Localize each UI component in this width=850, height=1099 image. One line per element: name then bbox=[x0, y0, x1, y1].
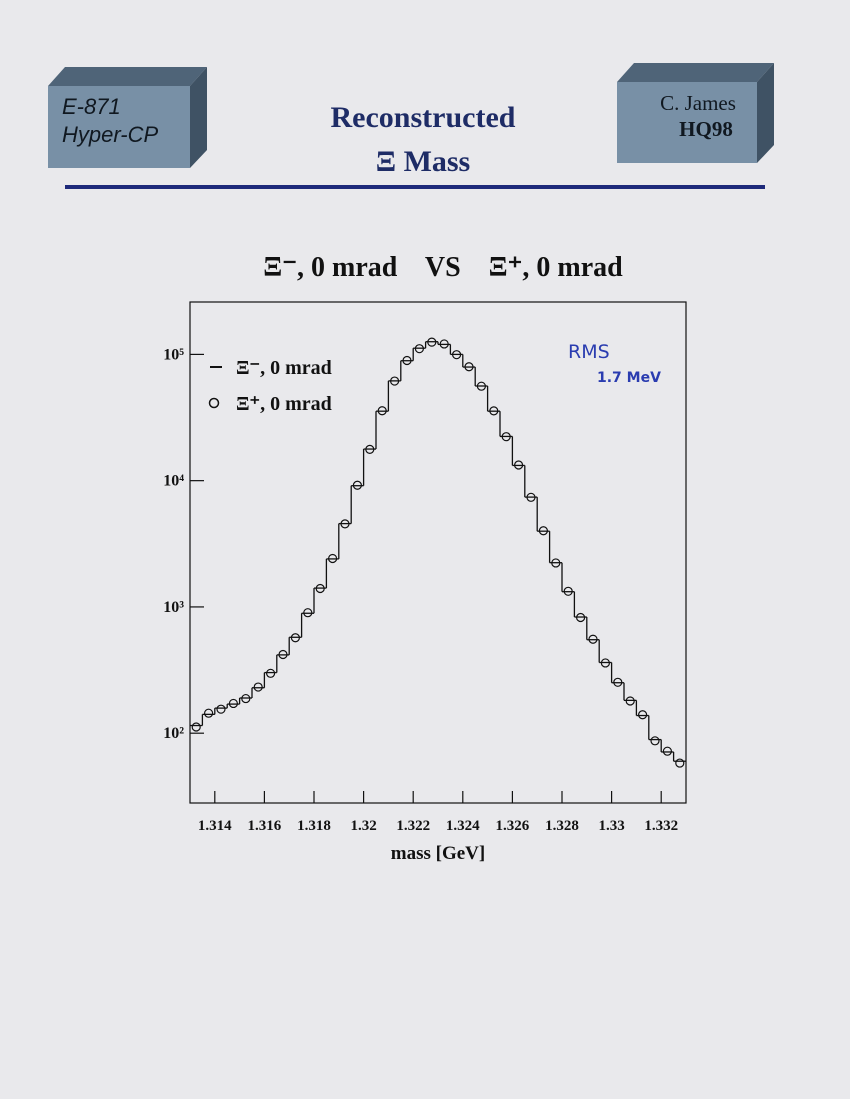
x-tick-label: 1.32 bbox=[350, 818, 376, 834]
box-text: Hyper-CP bbox=[62, 122, 159, 147]
box-top bbox=[617, 63, 774, 82]
data-point bbox=[613, 677, 623, 687]
data-point bbox=[526, 492, 536, 502]
box-side bbox=[757, 63, 774, 163]
x-tick-label: 1.33 bbox=[598, 818, 624, 834]
data-point bbox=[476, 381, 486, 391]
chart-title: Ξ⁻, 0 mrad VS Ξ⁺, 0 mrad bbox=[263, 252, 623, 283]
y-tick-label: 10² bbox=[163, 725, 184, 742]
x-tick-label: 1.316 bbox=[248, 818, 282, 834]
data-point bbox=[489, 406, 499, 416]
data-point bbox=[191, 722, 201, 732]
data-point bbox=[452, 350, 462, 360]
x-tick-label: 1.326 bbox=[496, 818, 530, 834]
data-point bbox=[290, 633, 300, 643]
x-tick-label: 1.332 bbox=[644, 818, 678, 834]
legend-marker bbox=[208, 397, 220, 409]
data-point bbox=[340, 519, 350, 529]
data-point bbox=[253, 682, 263, 692]
data-point bbox=[427, 337, 437, 347]
data-point bbox=[600, 658, 611, 668]
data-point bbox=[278, 649, 288, 660]
data-point bbox=[588, 634, 598, 644]
data-point bbox=[241, 693, 251, 704]
data-point bbox=[328, 553, 338, 564]
slide-title: Ξ Mass bbox=[376, 145, 470, 178]
data-point bbox=[501, 432, 511, 442]
data-point bbox=[575, 612, 586, 623]
box-front bbox=[48, 86, 190, 168]
data-point bbox=[662, 746, 673, 756]
box-text: HQ98 bbox=[679, 117, 733, 141]
plot-frame bbox=[189, 301, 687, 804]
data-point bbox=[637, 710, 648, 720]
data-point bbox=[402, 355, 412, 366]
box-text: E-871 bbox=[62, 94, 121, 119]
x-tick-label: 1.318 bbox=[297, 818, 331, 834]
data-point bbox=[650, 736, 660, 746]
data-point bbox=[414, 344, 424, 354]
data-point bbox=[625, 696, 635, 706]
data-point bbox=[390, 376, 400, 386]
data-point bbox=[352, 480, 362, 490]
data-point bbox=[303, 608, 313, 618]
data-point bbox=[315, 583, 325, 594]
y-tick-label: 10³ bbox=[163, 599, 184, 616]
data-point bbox=[266, 668, 276, 678]
data-point bbox=[464, 362, 474, 372]
data-point bbox=[228, 698, 238, 709]
y-tick-label: 10⁵ bbox=[163, 346, 184, 363]
box-top bbox=[48, 67, 207, 86]
data-point bbox=[563, 586, 573, 596]
box-side bbox=[190, 67, 207, 168]
x-tick-label: 1.328 bbox=[545, 818, 579, 834]
legend-label: Ξ⁺, 0 mrad bbox=[236, 393, 332, 415]
data-point bbox=[675, 758, 685, 768]
box-text: C. James bbox=[660, 91, 736, 115]
x-axis-label: mass [GeV] bbox=[391, 843, 485, 864]
data-point bbox=[551, 558, 561, 568]
data-point bbox=[538, 526, 549, 536]
box-front bbox=[617, 82, 757, 163]
legend-label: Ξ⁻, 0 mrad bbox=[236, 357, 332, 379]
annotation: RMS bbox=[568, 341, 610, 363]
slide-title: Reconstructed bbox=[331, 101, 516, 134]
data-point bbox=[513, 460, 524, 470]
x-tick-label: 1.322 bbox=[396, 818, 430, 834]
data-point bbox=[377, 406, 387, 416]
divider bbox=[65, 185, 765, 189]
data-point bbox=[365, 444, 375, 454]
x-tick-label: 1.324 bbox=[446, 818, 480, 834]
data-point bbox=[439, 339, 449, 349]
y-tick-label: 10⁴ bbox=[163, 473, 184, 490]
annotation: 1.7 MeV bbox=[597, 370, 661, 386]
x-tick-label: 1.314 bbox=[198, 818, 232, 834]
data-point bbox=[204, 708, 214, 718]
data-point bbox=[216, 704, 226, 714]
